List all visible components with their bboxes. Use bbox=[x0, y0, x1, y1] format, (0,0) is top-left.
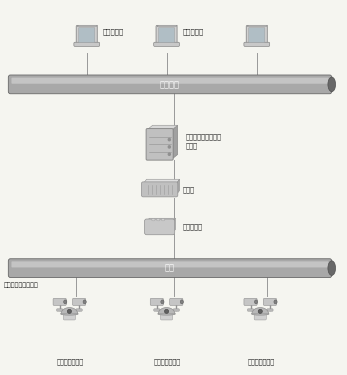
Polygon shape bbox=[147, 125, 178, 130]
FancyBboxPatch shape bbox=[267, 309, 273, 311]
Text: 变电站前端摄像机组: 变电站前端摄像机组 bbox=[3, 282, 39, 288]
FancyBboxPatch shape bbox=[159, 28, 175, 43]
Ellipse shape bbox=[258, 309, 262, 314]
Text: 两枪一球为一组: 两枪一球为一组 bbox=[154, 358, 181, 365]
Polygon shape bbox=[143, 179, 180, 184]
Ellipse shape bbox=[328, 77, 336, 92]
Ellipse shape bbox=[254, 300, 258, 304]
Ellipse shape bbox=[152, 219, 155, 221]
Text: 两枪一球为一组: 两枪一球为一组 bbox=[57, 358, 84, 365]
FancyBboxPatch shape bbox=[145, 219, 175, 235]
Text: 光端收发器: 光端收发器 bbox=[182, 224, 202, 230]
Polygon shape bbox=[61, 308, 78, 314]
Ellipse shape bbox=[61, 313, 78, 315]
FancyBboxPatch shape bbox=[244, 298, 257, 305]
Text: 远程客户端: 远程客户端 bbox=[102, 28, 124, 35]
Circle shape bbox=[168, 146, 170, 148]
Circle shape bbox=[168, 153, 170, 155]
Polygon shape bbox=[158, 308, 175, 314]
FancyBboxPatch shape bbox=[57, 309, 63, 311]
Text: 远程客户端: 远程客户端 bbox=[182, 28, 203, 35]
FancyBboxPatch shape bbox=[254, 314, 266, 320]
FancyBboxPatch shape bbox=[156, 26, 177, 45]
Text: 智能识别分析、跟踪
服务器: 智能识别分析、跟踪 服务器 bbox=[186, 134, 222, 149]
Ellipse shape bbox=[158, 313, 175, 315]
FancyBboxPatch shape bbox=[246, 26, 267, 45]
FancyBboxPatch shape bbox=[173, 309, 179, 311]
Ellipse shape bbox=[161, 300, 164, 304]
Text: 电力内网: 电力内网 bbox=[160, 80, 180, 89]
FancyBboxPatch shape bbox=[53, 298, 66, 305]
Polygon shape bbox=[157, 25, 177, 27]
FancyBboxPatch shape bbox=[11, 261, 329, 267]
FancyBboxPatch shape bbox=[263, 298, 277, 305]
Polygon shape bbox=[172, 218, 175, 232]
Ellipse shape bbox=[156, 219, 160, 221]
Polygon shape bbox=[252, 308, 269, 314]
Text: 交换机: 交换机 bbox=[182, 186, 194, 193]
Text: 两枪一球为一组: 两枪一球为一组 bbox=[247, 358, 274, 365]
Ellipse shape bbox=[161, 219, 165, 221]
FancyBboxPatch shape bbox=[74, 42, 100, 46]
FancyBboxPatch shape bbox=[247, 309, 254, 311]
Ellipse shape bbox=[64, 300, 67, 304]
Ellipse shape bbox=[274, 300, 277, 304]
FancyBboxPatch shape bbox=[8, 75, 332, 94]
FancyBboxPatch shape bbox=[146, 129, 173, 160]
FancyBboxPatch shape bbox=[11, 78, 329, 84]
Ellipse shape bbox=[67, 309, 71, 314]
FancyBboxPatch shape bbox=[64, 314, 75, 320]
FancyBboxPatch shape bbox=[161, 314, 172, 320]
FancyBboxPatch shape bbox=[8, 259, 332, 278]
FancyBboxPatch shape bbox=[76, 309, 82, 311]
FancyBboxPatch shape bbox=[73, 298, 86, 305]
Circle shape bbox=[168, 138, 170, 141]
Ellipse shape bbox=[180, 300, 184, 304]
Ellipse shape bbox=[328, 261, 336, 275]
FancyBboxPatch shape bbox=[150, 298, 163, 305]
Ellipse shape bbox=[164, 309, 169, 314]
Polygon shape bbox=[247, 25, 268, 27]
FancyBboxPatch shape bbox=[154, 309, 160, 311]
FancyBboxPatch shape bbox=[79, 28, 95, 43]
Text: 光纤: 光纤 bbox=[165, 264, 175, 273]
FancyBboxPatch shape bbox=[154, 42, 179, 46]
Polygon shape bbox=[172, 125, 178, 159]
FancyBboxPatch shape bbox=[142, 182, 178, 197]
Polygon shape bbox=[77, 25, 98, 27]
FancyBboxPatch shape bbox=[76, 26, 97, 45]
FancyBboxPatch shape bbox=[170, 298, 183, 305]
FancyBboxPatch shape bbox=[244, 42, 270, 46]
FancyBboxPatch shape bbox=[249, 28, 265, 43]
Polygon shape bbox=[176, 179, 180, 195]
Polygon shape bbox=[147, 218, 175, 221]
Ellipse shape bbox=[252, 313, 269, 315]
Ellipse shape bbox=[83, 300, 86, 304]
